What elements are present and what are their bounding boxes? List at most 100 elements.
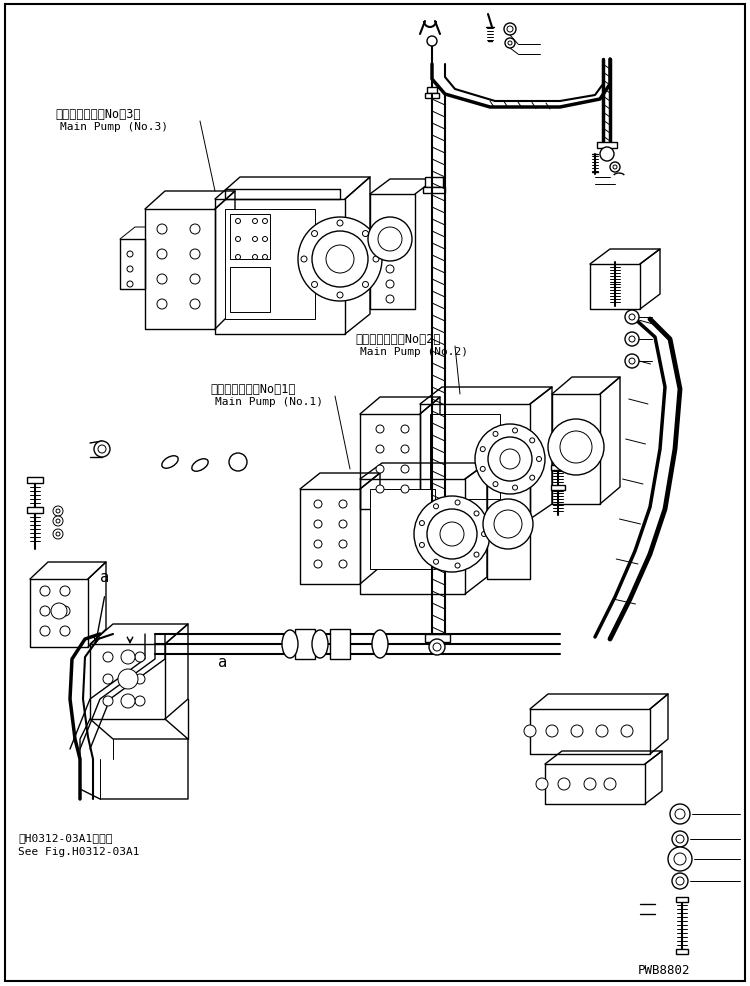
Text: Main Pump (No.2): Main Pump (No.2) — [360, 347, 468, 357]
Bar — [370, 489, 435, 570]
Text: メインポンプ（No．3）: メインポンプ（No．3） — [55, 107, 140, 121]
Circle shape — [483, 500, 533, 549]
Bar — [551, 465, 565, 470]
Circle shape — [512, 429, 517, 434]
Circle shape — [474, 512, 479, 517]
Circle shape — [121, 694, 135, 708]
Circle shape — [376, 446, 384, 454]
Circle shape — [135, 674, 145, 684]
Circle shape — [262, 255, 268, 260]
Circle shape — [512, 485, 517, 491]
Circle shape — [401, 465, 409, 473]
Circle shape — [427, 510, 477, 559]
Circle shape — [474, 552, 479, 557]
Circle shape — [480, 467, 485, 472]
Bar — [330, 629, 350, 660]
Circle shape — [362, 282, 368, 288]
Circle shape — [500, 450, 520, 469]
Circle shape — [127, 282, 133, 288]
Text: a: a — [100, 570, 109, 585]
Circle shape — [314, 560, 322, 568]
Circle shape — [494, 511, 522, 538]
Circle shape — [414, 497, 490, 573]
Circle shape — [60, 587, 70, 597]
Bar — [425, 634, 450, 642]
Circle shape — [98, 446, 106, 454]
Circle shape — [427, 36, 437, 47]
Circle shape — [536, 458, 542, 462]
Circle shape — [53, 529, 63, 539]
Circle shape — [362, 232, 368, 238]
Circle shape — [339, 501, 347, 509]
Circle shape — [229, 454, 247, 471]
Circle shape — [401, 485, 409, 494]
Bar — [676, 950, 688, 954]
Circle shape — [135, 696, 145, 706]
Circle shape — [40, 587, 50, 597]
Circle shape — [103, 653, 113, 663]
Text: PWB8802: PWB8802 — [638, 963, 691, 976]
Circle shape — [504, 24, 516, 35]
Circle shape — [600, 148, 614, 162]
Circle shape — [674, 853, 686, 865]
Circle shape — [455, 501, 460, 506]
Circle shape — [386, 296, 394, 304]
Circle shape — [508, 42, 512, 46]
Circle shape — [676, 878, 684, 885]
Circle shape — [433, 560, 439, 565]
Bar — [230, 268, 270, 313]
Circle shape — [675, 810, 685, 819]
Text: See Fig.H0312-03A1: See Fig.H0312-03A1 — [18, 846, 140, 856]
Circle shape — [190, 275, 200, 285]
Circle shape — [56, 532, 60, 536]
Circle shape — [376, 485, 384, 494]
Circle shape — [60, 606, 70, 616]
Bar — [427, 88, 437, 94]
Circle shape — [676, 835, 684, 843]
Circle shape — [236, 238, 241, 243]
Ellipse shape — [312, 630, 328, 659]
Bar — [295, 629, 315, 660]
Circle shape — [629, 359, 635, 365]
Circle shape — [339, 521, 347, 528]
Circle shape — [253, 238, 257, 243]
Circle shape — [560, 432, 592, 463]
Text: 第H0312-03A1図参照: 第H0312-03A1図参照 — [18, 832, 112, 842]
Circle shape — [613, 166, 617, 170]
Circle shape — [157, 249, 167, 259]
Circle shape — [339, 560, 347, 568]
Bar — [597, 143, 617, 149]
Bar — [425, 94, 439, 99]
Circle shape — [157, 300, 167, 310]
Circle shape — [386, 266, 394, 274]
Circle shape — [530, 475, 535, 480]
Circle shape — [672, 874, 688, 889]
Circle shape — [584, 778, 596, 790]
Circle shape — [118, 669, 138, 689]
Circle shape — [558, 778, 570, 790]
Ellipse shape — [372, 630, 388, 659]
Circle shape — [190, 249, 200, 259]
Circle shape — [604, 778, 616, 790]
Circle shape — [337, 221, 343, 227]
Circle shape — [312, 232, 368, 288]
Circle shape — [386, 281, 394, 289]
Circle shape — [629, 315, 635, 320]
Bar — [423, 187, 445, 194]
Bar — [27, 508, 43, 514]
Circle shape — [298, 218, 382, 302]
Circle shape — [629, 336, 635, 343]
Circle shape — [314, 540, 322, 548]
Circle shape — [53, 517, 63, 527]
Circle shape — [262, 219, 268, 224]
Circle shape — [236, 255, 241, 260]
Circle shape — [190, 300, 200, 310]
Circle shape — [40, 606, 50, 616]
Circle shape — [505, 39, 515, 49]
Circle shape — [668, 847, 692, 871]
Circle shape — [433, 643, 441, 652]
Circle shape — [311, 282, 317, 288]
Ellipse shape — [162, 457, 178, 468]
Circle shape — [314, 501, 322, 509]
Circle shape — [401, 446, 409, 454]
